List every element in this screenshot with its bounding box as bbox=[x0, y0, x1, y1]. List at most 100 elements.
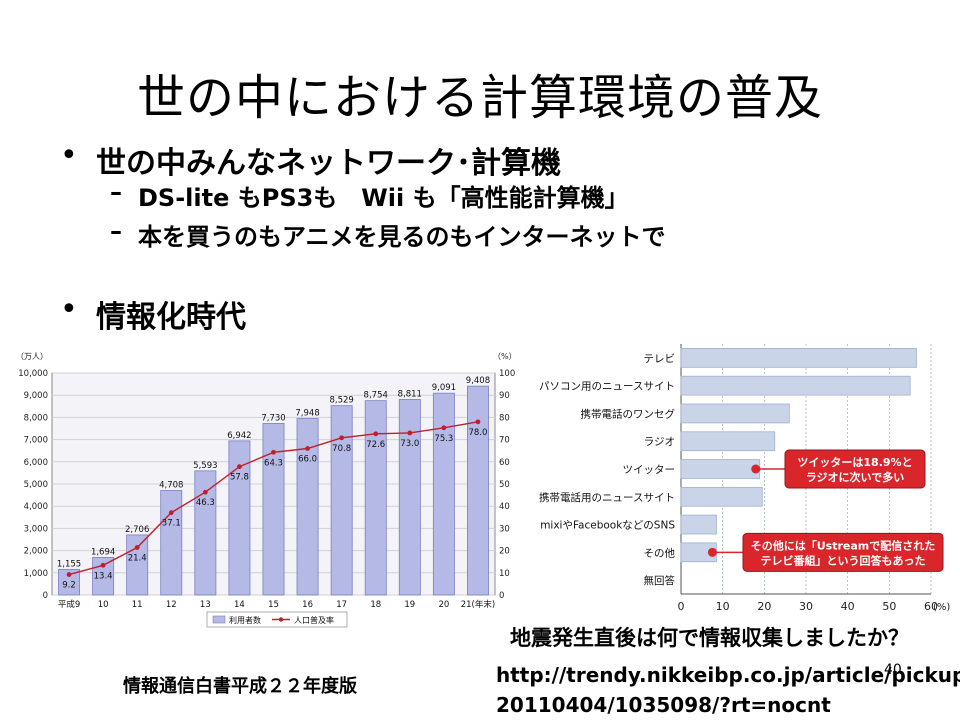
right-axis-unit: （%） bbox=[493, 352, 517, 361]
callout-dot bbox=[751, 464, 761, 474]
slide-title: 世の中における計算環境の普及 bbox=[136, 70, 823, 126]
bar-users bbox=[58, 568, 81, 596]
legend-marker-rate bbox=[278, 617, 284, 622]
x-tick-label: 30 bbox=[799, 600, 813, 613]
legend: 利用者数 人口普及率 bbox=[206, 611, 348, 628]
y-tick-label-right: 100 bbox=[499, 369, 515, 379]
bar bbox=[680, 403, 790, 424]
sub-bullet-devices-text: DS-lite もPS3も Wii も「高性能計算機」 bbox=[138, 184, 629, 212]
bar bbox=[680, 375, 911, 396]
info-source-chart: 0 10 20 30 40 50 60(%) テレビパソコン用のニュースサイト携帯電話のワンセ… bbox=[539, 344, 950, 613]
bar-users bbox=[398, 398, 421, 596]
source-url-line-2: 20110404/1035098/?rt=nocnt bbox=[496, 693, 831, 717]
point-value-label: 57.8 bbox=[230, 473, 249, 483]
bullet-dot: • bbox=[60, 138, 78, 173]
callout-text: ラジオに次いで多い bbox=[806, 470, 904, 484]
point-value-label: 37.1 bbox=[162, 519, 181, 529]
bar bbox=[680, 514, 717, 535]
point-value-label: 21.4 bbox=[128, 553, 147, 563]
point-value-label: 70.8 bbox=[332, 444, 351, 454]
y-tick-label-right: 40 bbox=[499, 502, 510, 512]
point-value-label: 13.4 bbox=[94, 571, 113, 581]
point-penetration-rate bbox=[237, 464, 242, 470]
bar bbox=[680, 431, 776, 452]
sub-bullet-dash: – bbox=[110, 178, 122, 206]
x-tick-label: 0 bbox=[678, 600, 685, 613]
y-tick-label-left: 7,000 bbox=[24, 436, 48, 446]
callout-box bbox=[742, 532, 944, 572]
legend-label-rate: 人口普及率 bbox=[294, 615, 334, 625]
bar-value-label: 1,694 bbox=[91, 547, 115, 557]
bar-users bbox=[330, 405, 353, 596]
y-tick-label-right: 90 bbox=[499, 391, 510, 401]
y-tick-label-left: 5,000 bbox=[24, 480, 48, 490]
bullet-dot: • bbox=[60, 292, 78, 327]
bullet-network-text: 世の中みんなネットワーク･計算機 bbox=[96, 146, 561, 181]
point-value-label: 9.2 bbox=[62, 581, 76, 591]
x-tick-label: 16 bbox=[302, 600, 313, 610]
bar-users bbox=[432, 392, 455, 596]
point-penetration-rate bbox=[134, 545, 140, 550]
bar-value-label: 1,155 bbox=[57, 559, 81, 569]
callout-dot bbox=[707, 547, 717, 557]
x-tick-label: 20 bbox=[438, 600, 449, 610]
y-tick-label-left: 6,000 bbox=[24, 458, 48, 468]
callout-text: その他には「Ustreamで配信された bbox=[751, 538, 936, 552]
x-tick-label: 10 bbox=[98, 600, 109, 610]
bar-users bbox=[126, 534, 149, 596]
bar-value-label: 8,754 bbox=[364, 391, 388, 401]
sub-bullet-internet: – 本を買うのもアニメを見るのもインターネットで bbox=[110, 217, 666, 252]
category-label: その他 bbox=[644, 546, 676, 559]
bar bbox=[680, 486, 763, 507]
point-value-label: 66.0 bbox=[298, 454, 317, 464]
y-tick-label-right: 0 bbox=[499, 591, 504, 601]
y-tick-label-right: 60 bbox=[499, 458, 510, 468]
bar-value-label: 7,948 bbox=[295, 409, 319, 419]
x-tick-label: 21(年末) bbox=[461, 599, 495, 610]
y-tick-label-right: 80 bbox=[499, 413, 510, 423]
y-tick-label-right: 70 bbox=[499, 436, 510, 446]
point-penetration-rate bbox=[475, 419, 481, 425]
point-value-label: 72.6 bbox=[366, 440, 385, 450]
x-tick-label: 19 bbox=[404, 600, 415, 610]
bullet-info-age-text: 情報化時代 bbox=[96, 300, 246, 335]
bar-users bbox=[228, 440, 251, 596]
bar-users bbox=[194, 470, 217, 596]
x-tick-label: 17 bbox=[336, 600, 347, 610]
bar-users bbox=[296, 418, 319, 596]
point-penetration-rate bbox=[407, 430, 413, 436]
y-tick-label-right: 50 bbox=[499, 480, 510, 490]
legend-swatch-users bbox=[212, 615, 226, 624]
x-tick-label: 18 bbox=[370, 600, 381, 610]
x-axis-unit: (%) bbox=[933, 602, 950, 613]
point-penetration-rate bbox=[202, 489, 208, 495]
point-value-label: 78.0 bbox=[468, 428, 487, 438]
sub-bullet-internet-text: 本を買うのもアニメを見るのもインターネットで bbox=[138, 223, 666, 251]
x-tick-label: 40 bbox=[841, 600, 855, 613]
category-label: パソコン用のニュースサイト bbox=[539, 381, 675, 393]
category-label: 無回答 bbox=[644, 574, 676, 587]
category-label: テレビ bbox=[644, 353, 676, 365]
source-url-line-1: http://trendy.nikkeibp.co.jp/article/pic… bbox=[496, 663, 960, 687]
bar bbox=[680, 459, 761, 479]
point-penetration-rate bbox=[168, 510, 174, 516]
x-tick-label: 14 bbox=[234, 600, 245, 610]
x-tick-label: 15 bbox=[268, 600, 279, 610]
source-url[interactable]: http://trendy.nikkeibp.co.jp/article/pic… bbox=[496, 660, 960, 720]
bar bbox=[680, 348, 917, 368]
point-value-label: 46.3 bbox=[196, 498, 215, 508]
point-penetration-rate bbox=[373, 431, 379, 437]
y-tick-label-left: 2,000 bbox=[24, 547, 48, 557]
sub-bullet-devices: – DS-lite もPS3も Wii も「高性能計算機」 bbox=[110, 178, 629, 213]
point-penetration-rate bbox=[339, 435, 345, 441]
x-tick-label: 60 bbox=[924, 600, 938, 613]
bar-users bbox=[466, 385, 489, 596]
bullet-network: • 世の中みんなネットワーク･計算機 bbox=[60, 138, 561, 182]
category-label: ラジオ bbox=[644, 436, 675, 448]
bullet-info-age: • 情報化時代 bbox=[60, 292, 246, 336]
bar-value-label: 6,942 bbox=[227, 431, 251, 441]
x-tick-label: 11 bbox=[132, 600, 143, 610]
y-tick-label-left: 8,000 bbox=[24, 413, 48, 423]
bar-value-label: 8,529 bbox=[329, 396, 353, 406]
y-tick-label-left: 4,000 bbox=[24, 502, 48, 512]
